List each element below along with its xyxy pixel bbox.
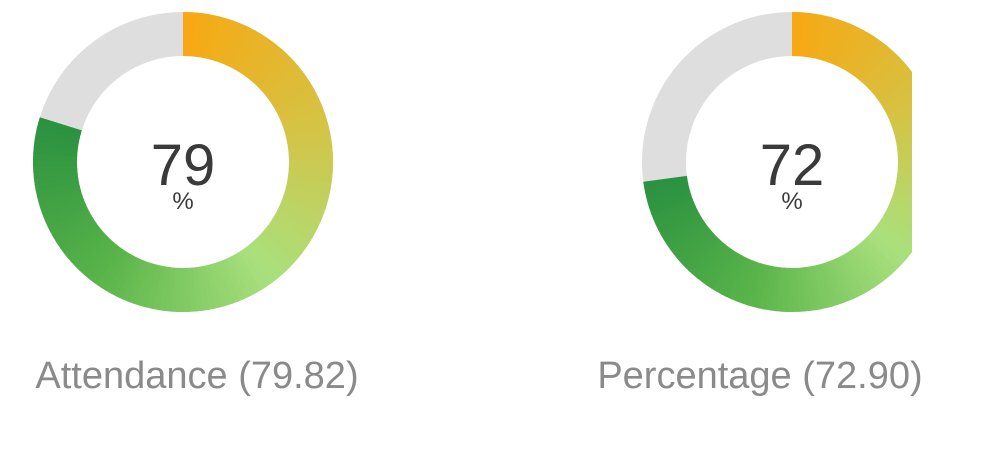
percentage-value-slice	[643, 11, 912, 312]
percentage-value-slice-segment	[890, 113, 912, 127]
attendance-center-unit: %	[172, 188, 194, 215]
attendance-donut-chart	[33, 12, 333, 313]
attendance-gauge: 79 % Attendance (79.82)	[0, 0, 420, 462]
percentage-center-unit: %	[781, 188, 803, 215]
percentage-value-slice-segment	[643, 175, 688, 188]
attendance-center-value: 79	[150, 133, 216, 198]
attendance-value-slice-segment	[38, 117, 82, 135]
percentage-center-value: 72	[759, 133, 825, 198]
attendance-value-slice	[33, 12, 333, 313]
percentage-gauge: 72 % Percentage (72.90)	[492, 0, 923, 462]
percentage-caption: Percentage (72.90)	[597, 355, 923, 397]
attendance-caption: Attendance (79.82)	[35, 355, 359, 397]
percentage-donut-chart	[642, 11, 912, 312]
